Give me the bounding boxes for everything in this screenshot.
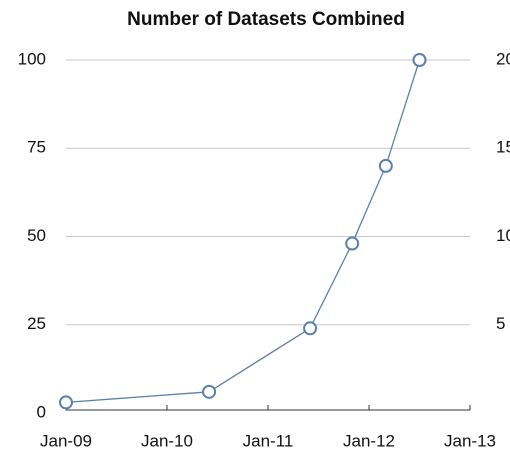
chart-title: Number of Datasets Combined — [127, 9, 405, 30]
x-tick-label: Jan-09 — [40, 431, 92, 450]
y2-tick-label: 20 — [496, 49, 510, 68]
y2-tick-label: 5 — [496, 314, 505, 333]
y-tick-label: 100 — [18, 49, 46, 68]
series-line — [65, 59, 421, 404]
data-point — [412, 53, 427, 67]
y-tick-label: 0 — [37, 402, 46, 421]
y-tick-label: 75 — [27, 138, 46, 157]
data-point — [345, 236, 360, 251]
data-point — [59, 395, 73, 410]
y-tick-label: 50 — [27, 226, 46, 245]
x-tick-label: Jan-11 — [243, 431, 294, 450]
y2-tick-label: 10 — [496, 226, 510, 245]
x-tick-label: Jan-12 — [343, 431, 395, 450]
data-point — [378, 158, 393, 173]
data-point — [303, 321, 318, 336]
x-tick-label: Jan-13 — [444, 431, 496, 450]
y2-tick-label: 15 — [496, 138, 510, 157]
x-tick-label: Jan-10 — [141, 431, 193, 450]
y-tick-label: 25 — [27, 314, 46, 333]
data-point — [202, 384, 217, 399]
